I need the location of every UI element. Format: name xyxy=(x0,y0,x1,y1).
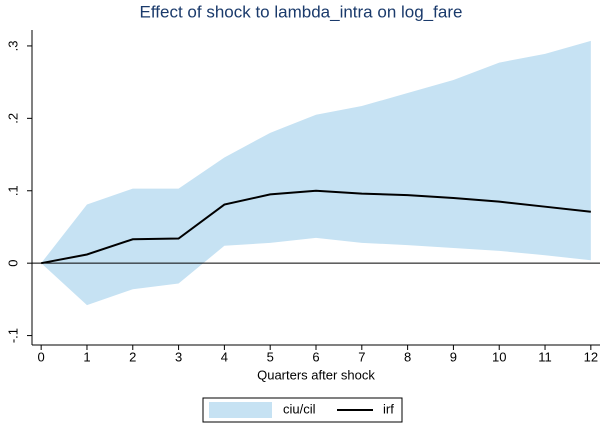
chart-title: Effect of shock to lambda_intra on log_f… xyxy=(140,2,463,21)
y-tick-label: .3 xyxy=(5,41,20,52)
x-tick-label: 10 xyxy=(492,349,506,364)
x-tick-label: 1 xyxy=(83,349,90,364)
x-tick-label: 6 xyxy=(312,349,319,364)
x-tick-label: 5 xyxy=(267,349,274,364)
y-tick-label: 0 xyxy=(5,260,20,267)
x-tick-label: 3 xyxy=(175,349,182,364)
x-tick-label: 8 xyxy=(404,349,411,364)
legend-label: ciu/cil xyxy=(283,401,316,416)
x-tick-label: 11 xyxy=(538,349,552,364)
x-tick-label: 9 xyxy=(450,349,457,364)
y-tick-label: .1 xyxy=(5,185,20,196)
x-tick-label: 4 xyxy=(221,349,228,364)
x-tick-label: 7 xyxy=(358,349,365,364)
x-tick-label: 12 xyxy=(584,349,598,364)
y-tick-label: .2 xyxy=(5,113,20,124)
x-axis-title: Quarters after shock xyxy=(257,367,375,382)
legend-label: irf xyxy=(383,401,394,416)
x-tick-label: 0 xyxy=(38,349,45,364)
legend-swatch xyxy=(209,402,272,418)
y-tick-label: -.1 xyxy=(5,328,20,343)
x-tick-label: 2 xyxy=(129,349,136,364)
irf-line xyxy=(40,189,591,265)
